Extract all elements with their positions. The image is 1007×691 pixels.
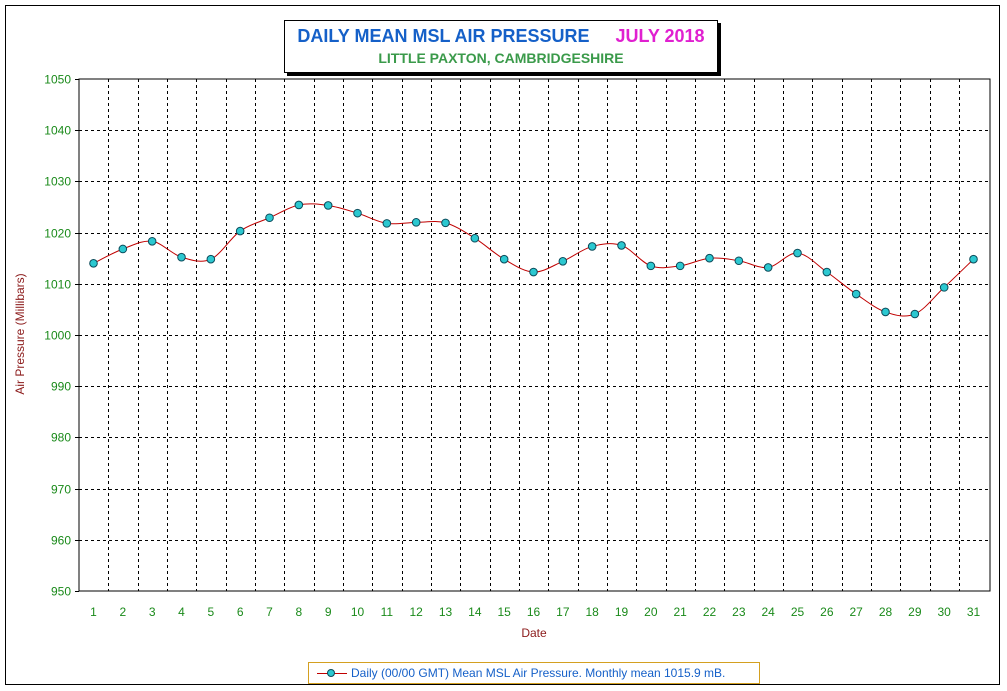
x-tick-label: 19 xyxy=(615,605,629,619)
x-tick-label: 21 xyxy=(673,605,687,619)
y-tick-label: 1020 xyxy=(44,227,71,241)
y-tick-label: 1010 xyxy=(44,278,71,292)
y-tick-label: 1040 xyxy=(44,124,71,138)
x-tick-label: 3 xyxy=(149,605,156,619)
data-point xyxy=(499,254,509,264)
x-tick-label: 8 xyxy=(295,605,302,619)
data-point xyxy=(881,307,890,317)
x-tick-label: 9 xyxy=(325,605,332,619)
x-tick-label: 14 xyxy=(468,605,482,619)
x-tick-label: 7 xyxy=(266,605,273,619)
data-point xyxy=(177,252,186,262)
data-point xyxy=(705,253,714,263)
data-point xyxy=(529,267,538,277)
legend-marker-swatch xyxy=(327,669,335,677)
legend: Daily (00/00 GMT) Mean MSL Air Pressure.… xyxy=(308,662,760,684)
data-point xyxy=(353,208,362,218)
series-line xyxy=(93,203,974,317)
x-tick-label: 28 xyxy=(879,605,893,619)
data-point xyxy=(470,233,480,243)
data-point xyxy=(675,261,685,271)
x-tick-label: 27 xyxy=(849,605,863,619)
x-tick-label: 13 xyxy=(439,605,453,619)
x-tick-label: 24 xyxy=(761,605,775,619)
tick-label-layer: 9509609709809901000101010201030104010501… xyxy=(44,73,980,620)
data-point xyxy=(763,263,773,272)
data-point xyxy=(265,213,274,223)
x-tick-label: 1 xyxy=(90,605,97,619)
y-tick-label: 990 xyxy=(51,380,71,394)
x-tick-label: 6 xyxy=(237,605,244,619)
chart-subtitle: LITTLE PAXTON, CAMBRIDGESHIRE xyxy=(378,50,624,66)
x-tick-label: 10 xyxy=(351,605,365,619)
data-point xyxy=(558,256,568,266)
data-point xyxy=(147,237,157,246)
data-point xyxy=(822,267,832,277)
y-tick-label: 960 xyxy=(51,534,71,548)
x-tick-label: 30 xyxy=(937,605,951,619)
legend-label: Daily (00/00 GMT) Mean MSL Air Pressure.… xyxy=(351,666,726,680)
data-point xyxy=(617,241,626,250)
data-point xyxy=(646,261,656,271)
x-tick-label: 17 xyxy=(556,605,570,619)
data-point xyxy=(235,226,245,236)
chart-title: DAILY MEAN MSL AIR PRESSURE xyxy=(297,26,590,46)
x-tick-label: 11 xyxy=(381,605,394,619)
data-point xyxy=(441,218,450,228)
y-tick-label: 950 xyxy=(51,585,71,599)
x-tick-label: 15 xyxy=(497,605,511,619)
y-axis-label: Air Pressure (Millibars) xyxy=(13,273,27,394)
x-axis-label: Date xyxy=(521,626,547,640)
data-point xyxy=(294,200,304,210)
y-tick-label: 970 xyxy=(51,483,71,497)
x-tick-label: 23 xyxy=(732,605,746,619)
x-tick-label: 20 xyxy=(644,605,658,619)
data-point xyxy=(851,289,861,299)
x-tick-label: 31 xyxy=(967,605,981,619)
y-tick-label: 980 xyxy=(51,431,71,445)
y-tick-label: 1030 xyxy=(44,175,71,189)
data-point xyxy=(206,254,216,264)
data-point xyxy=(382,219,392,228)
x-tick-label: 25 xyxy=(791,605,805,619)
data-point xyxy=(939,283,949,292)
x-tick-label: 5 xyxy=(207,605,214,619)
x-tick-label: 26 xyxy=(820,605,834,619)
x-tick-label: 12 xyxy=(409,605,423,619)
data-point xyxy=(587,242,597,251)
grid-layer xyxy=(75,78,991,592)
chart-frame xyxy=(5,5,1000,685)
data-point xyxy=(323,201,333,210)
marker-layer xyxy=(89,200,978,319)
x-tick-label: 4 xyxy=(178,605,185,619)
chart-title-box: DAILY MEAN MSL AIR PRESSURE JULY 2018 LIT… xyxy=(284,20,718,73)
y-tick-label: 1050 xyxy=(44,73,71,87)
x-tick-label: 22 xyxy=(703,605,717,619)
x-tick-label: 2 xyxy=(119,605,126,619)
data-point xyxy=(969,254,978,264)
data-point xyxy=(793,248,802,258)
data-point xyxy=(411,218,421,227)
chart-month: JULY 2018 xyxy=(615,26,705,46)
x-tick-label: 29 xyxy=(908,605,922,619)
y-tick-label: 1000 xyxy=(44,329,71,343)
data-point xyxy=(118,244,128,254)
data-point xyxy=(89,259,98,268)
data-point xyxy=(910,309,920,319)
x-tick-label: 18 xyxy=(585,605,599,619)
data-point xyxy=(734,256,744,266)
x-tick-label: 16 xyxy=(527,605,541,619)
